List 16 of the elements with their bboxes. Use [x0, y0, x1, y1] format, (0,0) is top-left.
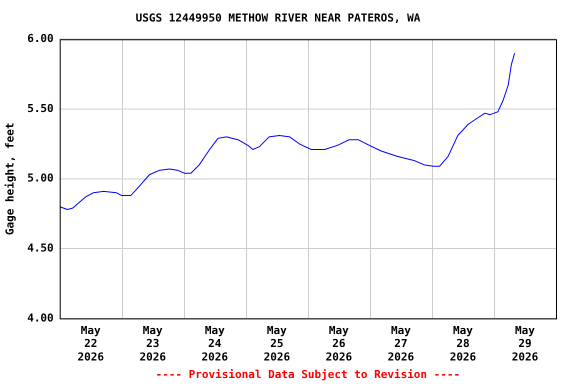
x-tick-label: May 22 2026 [77, 324, 104, 364]
x-tick-label: May 29 2026 [512, 324, 539, 364]
x-tick-label: May 24 2026 [202, 324, 228, 364]
y-tick-label: 6.00 [27, 32, 54, 46]
x-tick-label: May 23 2026 [140, 324, 166, 364]
y-tick-label: 5.00 [27, 172, 54, 185]
y-axis-title: Gage height, feet [3, 122, 16, 236]
x-tick-label: May 25 2026 [264, 324, 290, 364]
text: ---- Provisional Data Subject to Revision ---- [156, 368, 460, 381]
y-tick-label: 5.50 [27, 102, 54, 115]
x-tick-label: May 27 2026 [388, 324, 415, 364]
x-tick-label: May 28 2026 [450, 324, 477, 364]
y-tick-label: 4.00 [27, 311, 54, 324]
chart-title: USGS 12449950 METHOW RIVER NEAR PATEROS, WA [136, 11, 421, 24]
x-tick-label: May 26 2026 [326, 324, 352, 364]
y-tick-label: 4.50 [27, 241, 54, 254]
